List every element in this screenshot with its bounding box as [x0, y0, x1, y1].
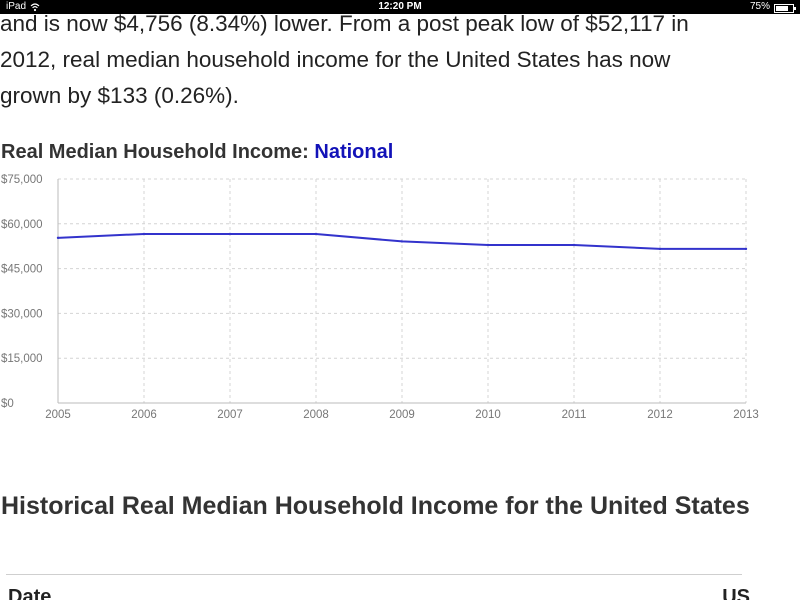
x-tick-label: 2009	[389, 409, 415, 421]
x-tick-label: 2008	[303, 409, 329, 421]
chart-series-layer	[56, 232, 748, 251]
y-axis-labels: $75,000 $60,000 $45,000 $30,000 $15,000 $0	[1, 174, 43, 410]
wifi-icon	[30, 3, 40, 12]
table-header-date: Date	[8, 586, 52, 600]
income-line-chart: $75,000 $60,000 $45,000 $30,000 $15,000 $0 20…	[1, 174, 759, 421]
status-time: 12:20 PM	[378, 1, 422, 12]
data-point	[486, 243, 490, 247]
data-point	[572, 243, 576, 247]
data-point	[400, 240, 404, 243]
x-tick-label: 2011	[562, 409, 587, 421]
intro-line: grown by $133 (0.26%).	[0, 83, 239, 108]
battery-percent: 75%	[749, 1, 770, 12]
y-tick-label: $45,000	[1, 264, 43, 276]
x-tick-label: 2012	[647, 409, 673, 421]
battery-fill	[776, 5, 788, 11]
x-tick-label: 2010	[475, 409, 501, 421]
x-tick-label: 2006	[131, 409, 157, 421]
x-tick-label: 2005	[45, 409, 71, 421]
historical-section-heading: Historical Real Median Household Income …	[1, 492, 750, 520]
data-point	[228, 232, 232, 236]
y-tick-label: $15,000	[1, 353, 43, 365]
y-tick-label: $0	[1, 398, 14, 410]
intro-paragraph: and is now $4,756 (8.34%) lower. From a …	[0, 6, 800, 114]
table-header-us: US	[722, 586, 750, 600]
data-point	[658, 247, 662, 251]
chart-grid	[58, 178, 747, 403]
chart-title-prefix: Real Median Household Income:	[1, 141, 315, 163]
battery-icon	[774, 3, 796, 13]
chart-title: Real Median Household Income: National	[1, 141, 393, 164]
intro-line: 2012, real median household income for t…	[0, 47, 671, 72]
data-point	[314, 232, 318, 236]
data-point	[56, 236, 60, 240]
battery-tip	[794, 6, 796, 10]
status-right: 75%	[749, 0, 796, 14]
intro-line: and is now $4,756 (8.34%) lower. From a …	[0, 11, 689, 36]
x-axis-labels: 2005 2006 2007 2008 2009 2010 2011 2012 2013	[45, 409, 759, 421]
status-left: iPad	[6, 0, 40, 14]
data-point	[142, 232, 146, 236]
chart-title-highlight: National	[314, 141, 394, 163]
chart-axes	[57, 179, 746, 404]
x-tick-label: 2013	[733, 409, 759, 421]
y-tick-label: $75,000	[1, 174, 43, 186]
device-label: iPad	[6, 1, 27, 12]
x-tick-label: 2007	[217, 409, 243, 421]
y-tick-label: $30,000	[1, 308, 43, 320]
y-tick-label: $60,000	[1, 219, 43, 231]
status-bar: iPad 12:20 PM 75%	[0, 0, 800, 14]
data-point	[744, 247, 748, 251]
table-divider	[6, 574, 742, 575]
